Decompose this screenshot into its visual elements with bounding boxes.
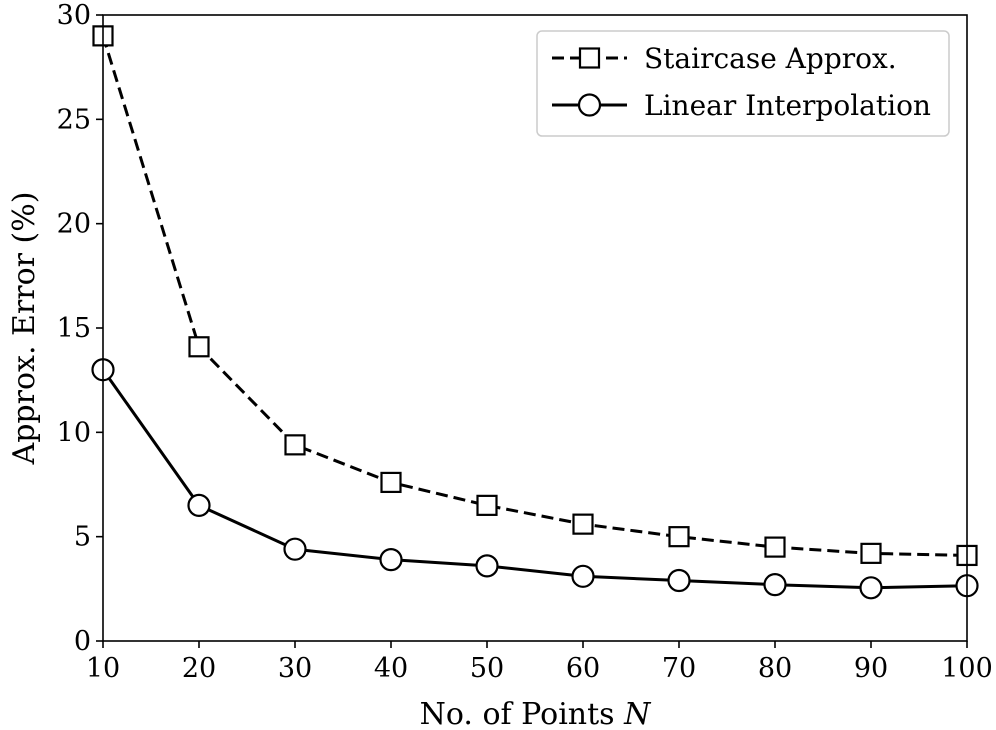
legend: Staircase Approx. Linear Interpolation: [536, 30, 950, 137]
data-point-circle: [475, 554, 499, 578]
data-point-square: [668, 526, 690, 548]
data-point-circle: [571, 564, 595, 588]
data-point-square: [764, 536, 786, 558]
data-point-circle: [187, 493, 211, 517]
legend-box: [536, 30, 950, 137]
x-tick-label: 30: [278, 653, 312, 684]
y-tick-label: 30: [57, 0, 91, 31]
y-tick-label: 5: [74, 522, 91, 553]
x-tick-label: 70: [662, 653, 696, 684]
series-line-2: [101, 368, 968, 590]
legend-label-2: Linear Interpolation: [644, 89, 931, 122]
legend-marker-circle: [577, 93, 602, 117]
x-tick-label: 80: [758, 653, 792, 684]
data-point-square: [284, 434, 306, 456]
data-point-square: [476, 494, 498, 516]
data-point-circle: [763, 573, 787, 597]
x-tick-label: 20: [182, 653, 216, 684]
x-axis-variable: N: [623, 697, 652, 730]
y-tick-label: 0: [74, 626, 91, 657]
series-line-1: [101, 35, 968, 557]
data-point-square: [860, 542, 882, 564]
axes-layer: 10 20 30 40 50 60 70 80 90 100 0 5 10 15 20 25 30: [57, 0, 993, 684]
x-tick-label: 90: [854, 653, 888, 684]
data-point-circle: [379, 548, 403, 572]
x-axis-title-text: No. of Points: [420, 697, 615, 730]
series-layer: [91, 25, 979, 600]
y-tick-label: 10: [57, 417, 91, 448]
y-tick-label: 25: [57, 104, 91, 135]
x-tick-label: 60: [566, 653, 600, 684]
x-tick-label: 10: [86, 653, 120, 684]
data-point-square: [188, 336, 210, 358]
data-point-square: [572, 513, 594, 535]
legend-marker-square: [578, 47, 601, 69]
y-axis-title: Approx. Error (%): [7, 192, 42, 466]
data-point-circle: [667, 568, 691, 593]
y-tick-label: 20: [57, 209, 91, 240]
x-tick-label: 100: [941, 653, 993, 684]
data-point-circle: [859, 576, 883, 600]
data-point-circle: [283, 537, 307, 561]
legend-label-1: Staircase Approx.: [644, 42, 897, 75]
x-axis-title: No. of Points N: [420, 697, 653, 730]
x-tick-label: 40: [374, 653, 408, 684]
y-tick-label: 15: [57, 313, 91, 344]
x-tick-label: 50: [470, 653, 504, 684]
data-point-square: [380, 471, 402, 494]
